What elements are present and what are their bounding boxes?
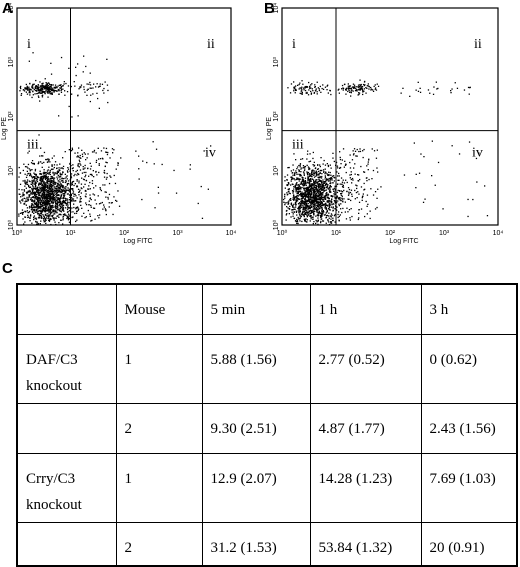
y-tick-label: 10⁰ <box>7 220 15 231</box>
x-tick-label: 10¹ <box>65 230 76 237</box>
x-tick-label: 10² <box>119 230 130 237</box>
flow-plot-a <box>16 7 232 226</box>
quadrant-label-iii: iii <box>292 138 304 153</box>
flow-cytometry-plots: 10⁰ 10¹ 10² 10³ 10⁴ 10⁰ 10¹ 10² 10³ 10⁴ Log FITC Lo… <box>1 3 504 245</box>
quadrant-label-ii: ii <box>474 37 482 52</box>
mouse-cell: 2 <box>115 521 203 566</box>
mouse-cell: 1 <box>115 452 203 523</box>
table-row: DAF/C3 knockout 1 5.88 (1.56) 2.77 (0.52… <box>16 333 518 404</box>
value-cell-5min: 31.2 (1.53) <box>201 521 311 566</box>
y-axis-label: Log PE <box>266 117 273 140</box>
x-tick-label: 10⁰ <box>12 229 23 237</box>
quadrant-label-iii: iii <box>27 138 39 153</box>
value-cell-3h: 7.69 (1.03) <box>420 452 518 523</box>
quadrant-label-ii: ii <box>207 37 215 52</box>
quadrant-label-iv: iv <box>205 146 216 161</box>
value-cell-5min: 12.9 (2.07) <box>201 452 311 523</box>
x-tick-label: 10⁴ <box>493 230 504 237</box>
x-axis-label: Log FITC <box>123 238 152 245</box>
group-cell <box>16 402 117 454</box>
flow-plot-b <box>281 7 499 226</box>
x-tick-label: 10¹ <box>331 230 342 237</box>
group-cell <box>16 521 117 566</box>
quadrant-label-i: i <box>292 37 296 52</box>
panel-label-b: B <box>264 0 275 17</box>
table-row: 2 9.30 (2.51) 4.87 (1.77) 2.43 (1.56) <box>16 402 518 454</box>
y-tick-label: 10⁰ <box>272 220 280 231</box>
quadrant-label-iv: iv <box>472 146 483 161</box>
x-axis-label: Log FITC <box>389 238 418 245</box>
value-cell-3h: 0 (0.62) <box>420 333 518 404</box>
mouse-cell: 1 <box>115 333 203 404</box>
value-cell-1h: 53.84 (1.32) <box>309 521 422 566</box>
panel-label-a: A <box>2 0 13 17</box>
y-tick-label: 10¹ <box>8 165 15 176</box>
x-tick-label: 10⁴ <box>226 230 237 237</box>
mouse-cell: 2 <box>115 402 203 454</box>
group-cell: Crry/C3 knockout <box>16 452 117 523</box>
table-row: 2 31.2 (1.53) 53.84 (1.32) 20 (0.91) <box>16 521 518 566</box>
x-tick-label: 10³ <box>172 230 183 237</box>
data-table: Mouse 5 min 1 h 3 h DAF/C3 knockout 1 5.… <box>16 283 518 567</box>
scatter-dots <box>283 79 489 226</box>
header-cell-3h: 3 h <box>420 283 518 335</box>
header-cell-blank <box>16 283 117 335</box>
header-cell-mouse: Mouse <box>115 283 203 335</box>
y-tick-label: 10² <box>8 111 15 122</box>
y-tick-label: 10³ <box>273 57 280 68</box>
group-cell: DAF/C3 knockout <box>16 333 117 404</box>
x-tick-label: 10³ <box>439 230 450 237</box>
scatter-dots <box>18 52 212 226</box>
value-cell-1h: 2.77 (0.52) <box>309 333 422 404</box>
value-cell-5min: 9.30 (2.51) <box>201 402 311 454</box>
value-cell-1h: 4.87 (1.77) <box>309 402 422 454</box>
value-cell-3h: 20 (0.91) <box>420 521 518 566</box>
x-tick-label: 10⁰ <box>277 229 288 237</box>
value-cell-1h: 14.28 (1.23) <box>309 452 422 523</box>
table-header-row: Mouse 5 min 1 h 3 h <box>16 283 518 335</box>
quadrant-label-i: i <box>27 37 31 52</box>
y-tick-label: 10⁴ <box>8 3 15 14</box>
value-cell-3h: 2.43 (1.56) <box>420 402 518 454</box>
table-row: Crry/C3 knockout 1 12.9 (2.07) 14.28 (1.… <box>16 452 518 523</box>
y-tick-label: 10² <box>273 111 280 122</box>
header-cell-5min: 5 min <box>201 283 311 335</box>
y-axis-label: Log PE <box>1 117 8 140</box>
panel-label-c: C <box>2 260 13 277</box>
y-tick-label: 10³ <box>8 57 15 68</box>
value-cell-5min: 5.88 (1.56) <box>201 333 311 404</box>
x-tick-label: 10² <box>385 230 396 237</box>
header-cell-1h: 1 h <box>309 283 422 335</box>
y-tick-label: 10¹ <box>273 165 280 176</box>
y-tick-label: 10⁴ <box>273 3 280 14</box>
